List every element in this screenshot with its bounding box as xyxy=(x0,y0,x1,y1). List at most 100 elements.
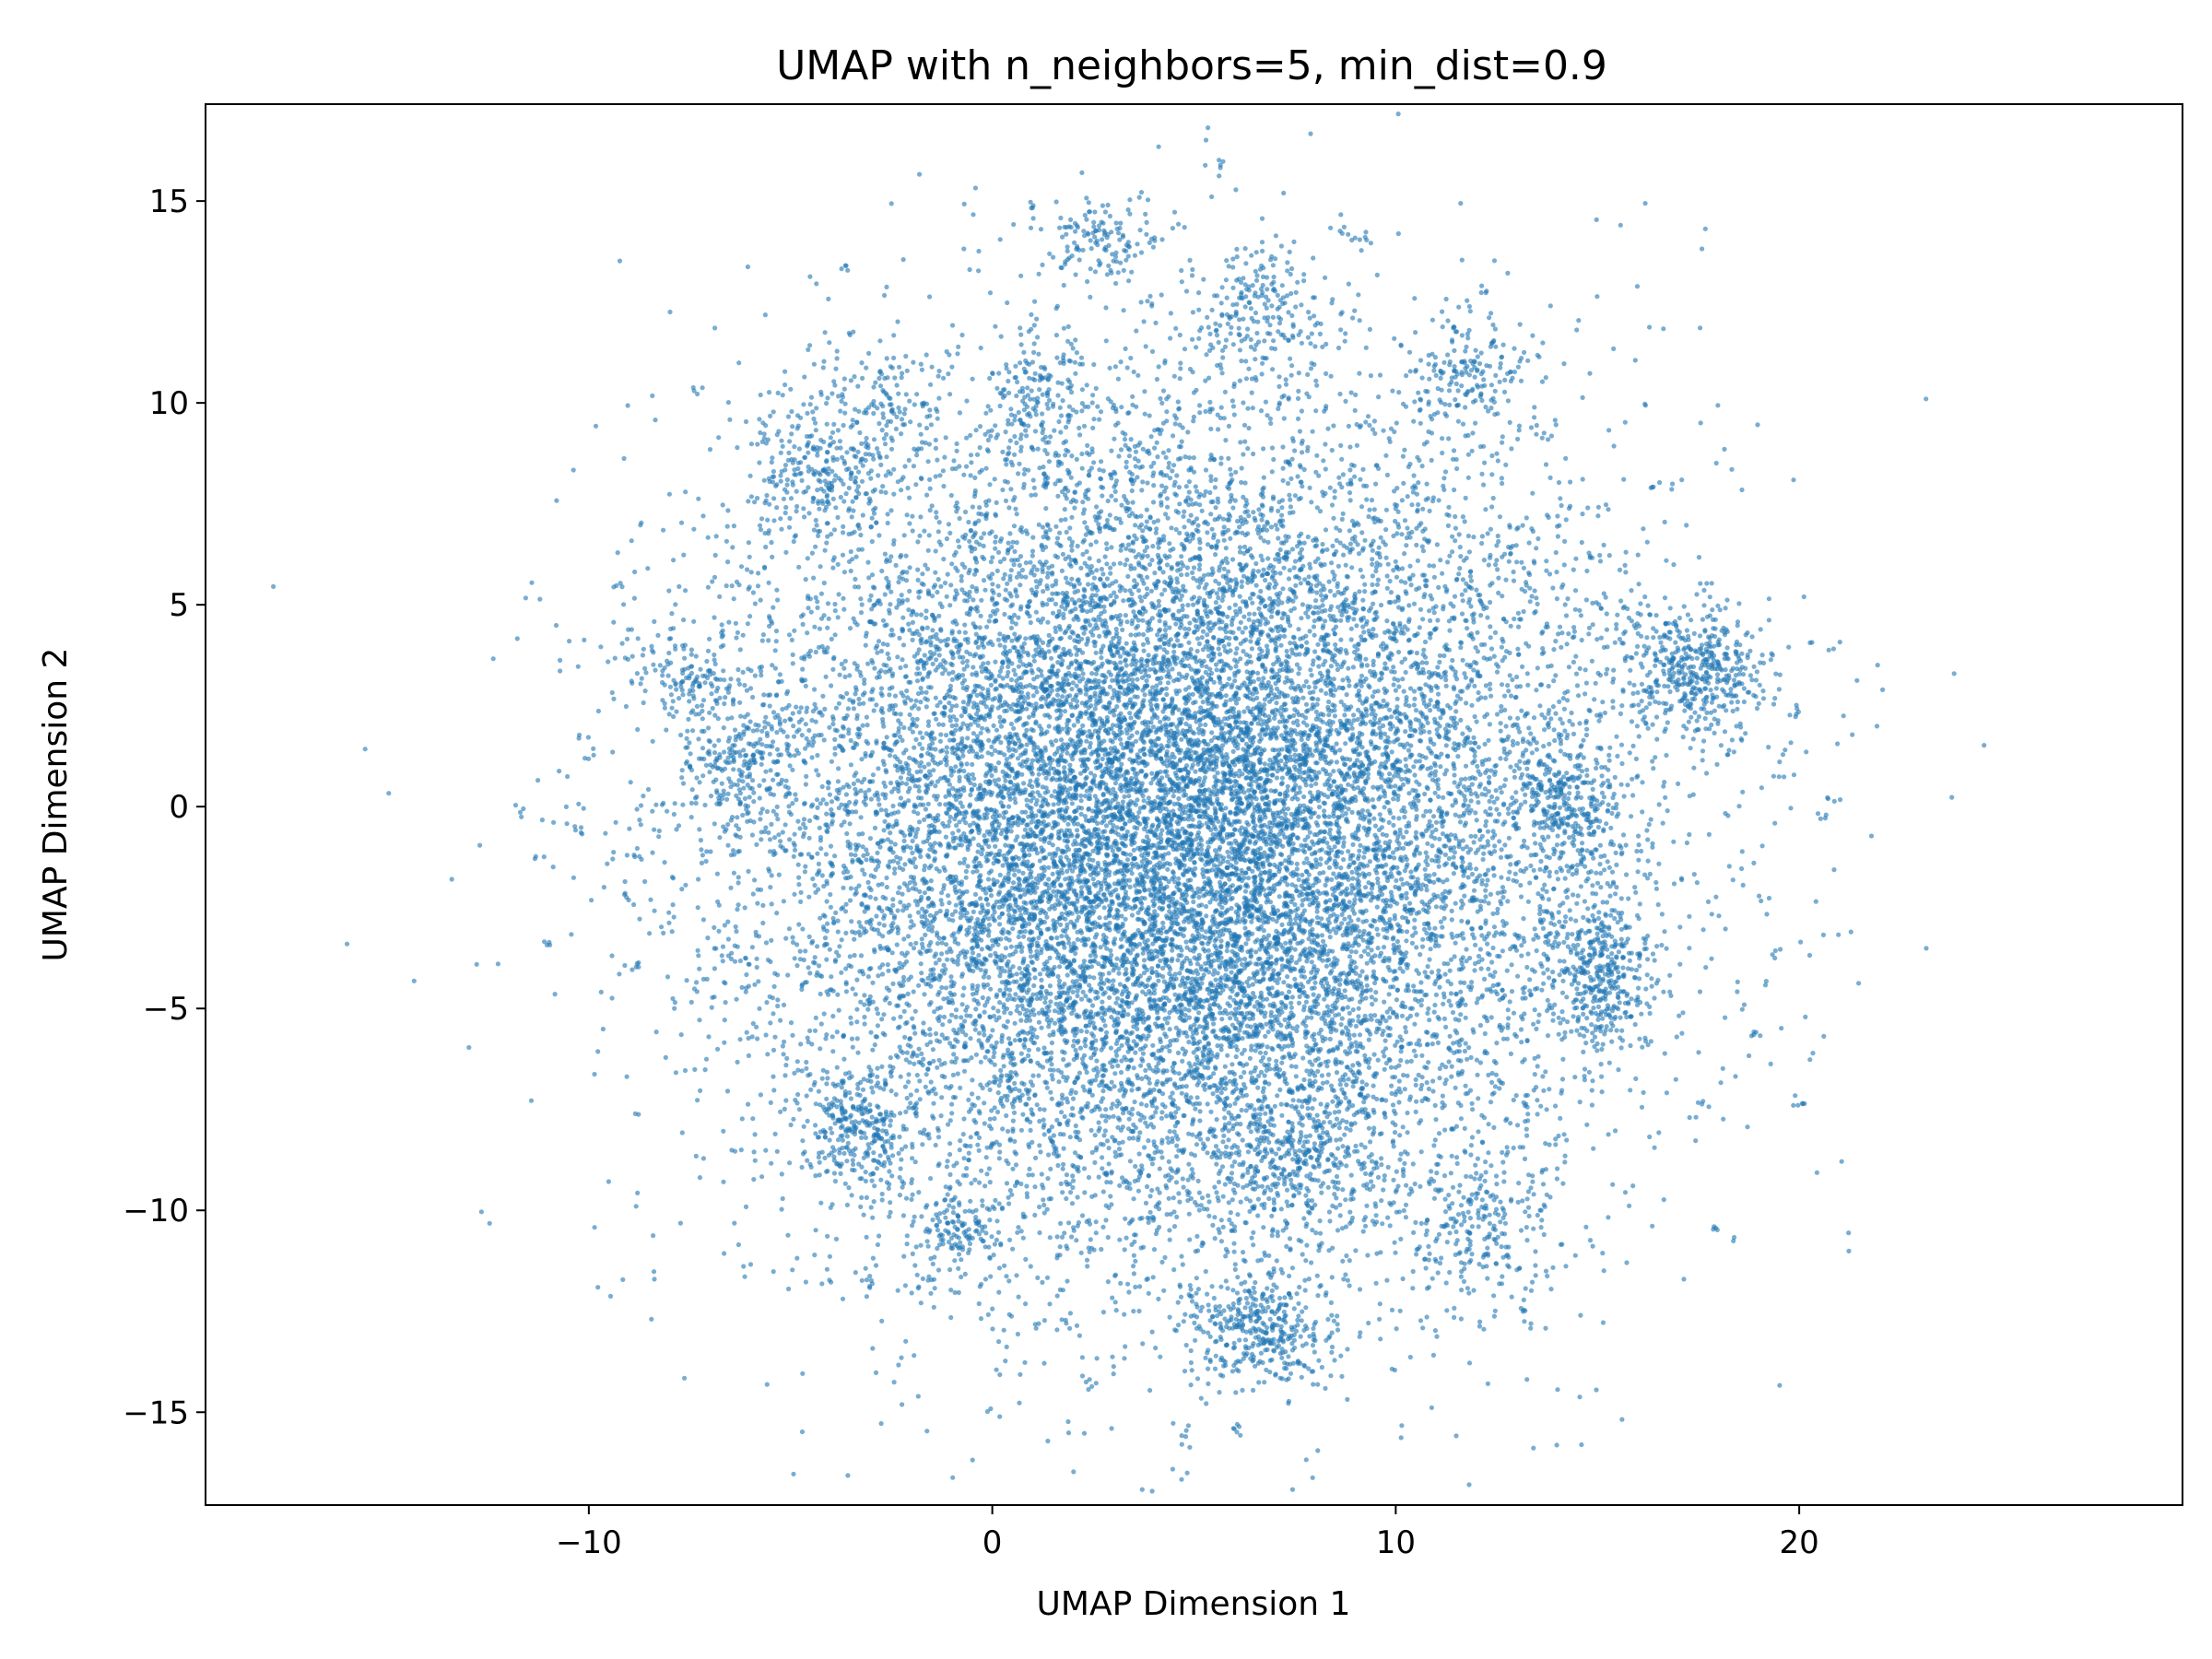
scatter-point xyxy=(1404,1215,1408,1219)
scatter-point xyxy=(1024,797,1029,802)
scatter-point xyxy=(1379,535,1383,540)
scatter-point xyxy=(869,594,874,598)
scatter-point xyxy=(875,1006,879,1011)
scatter-point xyxy=(1681,1277,1686,1281)
scatter-point xyxy=(810,551,815,556)
scatter-point xyxy=(782,719,787,724)
scatter-point xyxy=(1452,448,1456,453)
scatter-point xyxy=(1324,371,1328,376)
scatter-point xyxy=(1531,1227,1535,1231)
scatter-point xyxy=(995,569,1000,573)
scatter-point xyxy=(1530,491,1535,496)
scatter-point xyxy=(1676,782,1680,786)
scatter-point xyxy=(1501,617,1506,621)
scatter-point xyxy=(712,615,716,619)
scatter-point xyxy=(841,864,846,868)
scatter-point xyxy=(1394,878,1398,883)
scatter-point xyxy=(1186,641,1191,645)
scatter-point xyxy=(722,1041,726,1045)
scatter-point xyxy=(1170,948,1174,953)
scatter-point xyxy=(969,528,973,533)
scatter-point xyxy=(1094,672,1099,677)
scatter-point xyxy=(1112,1071,1117,1076)
scatter-point xyxy=(922,1127,926,1132)
scatter-point xyxy=(1486,738,1490,743)
scatter-point xyxy=(1697,555,1701,559)
scatter-point xyxy=(1065,1278,1069,1283)
scatter-point xyxy=(783,1063,788,1067)
scatter-point xyxy=(1584,569,1589,573)
scatter-point xyxy=(1031,693,1036,698)
scatter-point xyxy=(1492,1090,1497,1095)
scatter-point xyxy=(1387,771,1392,776)
scatter-point xyxy=(929,1000,934,1005)
scatter-point xyxy=(1228,648,1232,653)
scatter-point xyxy=(363,747,368,751)
scatter-point xyxy=(1145,480,1149,485)
scatter-point xyxy=(1312,993,1316,997)
scatter-point xyxy=(852,782,856,786)
scatter-point xyxy=(1062,818,1066,822)
scatter-point xyxy=(1515,437,1520,441)
scatter-point xyxy=(781,1043,785,1048)
scatter-point xyxy=(1781,752,1785,757)
scatter-point xyxy=(1004,1159,1008,1163)
scatter-point xyxy=(601,1027,606,1031)
scatter-point xyxy=(1162,1255,1167,1260)
scatter-point xyxy=(1854,678,1859,683)
scatter-point xyxy=(1424,661,1429,665)
scatter-point xyxy=(1304,1000,1309,1005)
scatter-point xyxy=(1525,683,1530,688)
scatter-point xyxy=(1453,850,1457,854)
scatter-point xyxy=(1317,805,1322,809)
scatter-point xyxy=(1079,171,1084,175)
scatter-point xyxy=(1252,612,1256,617)
scatter-point xyxy=(721,1180,725,1184)
scatter-point xyxy=(1010,926,1015,931)
scatter-point xyxy=(1692,872,1697,877)
scatter-point xyxy=(1413,1182,1418,1186)
scatter-point xyxy=(1504,724,1509,728)
scatter-point xyxy=(1195,636,1200,641)
scatter-point xyxy=(1360,574,1365,579)
scatter-point xyxy=(1310,673,1314,677)
scatter-point xyxy=(862,1213,866,1218)
scatter-point xyxy=(918,730,923,735)
scatter-point xyxy=(1050,794,1054,798)
scatter-point xyxy=(1048,956,1053,960)
scatter-point xyxy=(815,797,819,802)
scatter-point xyxy=(1337,481,1342,486)
scatter-point xyxy=(1924,946,1928,950)
scatter-point xyxy=(1377,546,1382,550)
scatter-point xyxy=(926,548,931,553)
scatter-point xyxy=(1335,1174,1339,1179)
scatter-point xyxy=(824,1081,829,1086)
scatter-point xyxy=(714,534,719,538)
scatter-point xyxy=(1650,845,1654,850)
scatter-point xyxy=(1418,607,1423,612)
scatter-point xyxy=(887,692,891,697)
scatter-point xyxy=(772,984,777,989)
scatter-point xyxy=(1035,1102,1040,1107)
scatter-point xyxy=(1405,1111,1409,1115)
scatter-point xyxy=(1470,449,1475,453)
scatter-point xyxy=(733,727,737,732)
scatter-point xyxy=(1597,862,1602,866)
scatter-point xyxy=(935,1065,939,1070)
scatter-point xyxy=(1304,856,1309,861)
scatter-point xyxy=(1121,1140,1125,1145)
scatter-point xyxy=(1424,809,1429,814)
scatter-point xyxy=(1370,582,1374,587)
scatter-point xyxy=(988,953,993,958)
scatter-point xyxy=(841,607,846,612)
scatter-point xyxy=(1578,1313,1583,1318)
scatter-point xyxy=(824,812,829,817)
scatter-point xyxy=(1361,1230,1366,1234)
scatter-point xyxy=(1437,1232,1441,1237)
scatter-point xyxy=(812,1253,817,1257)
scatter-point xyxy=(1058,1221,1063,1226)
scatter-point xyxy=(993,844,997,849)
scatter-point xyxy=(1298,785,1302,790)
scatter-point xyxy=(931,662,935,666)
scatter-point xyxy=(925,626,930,630)
